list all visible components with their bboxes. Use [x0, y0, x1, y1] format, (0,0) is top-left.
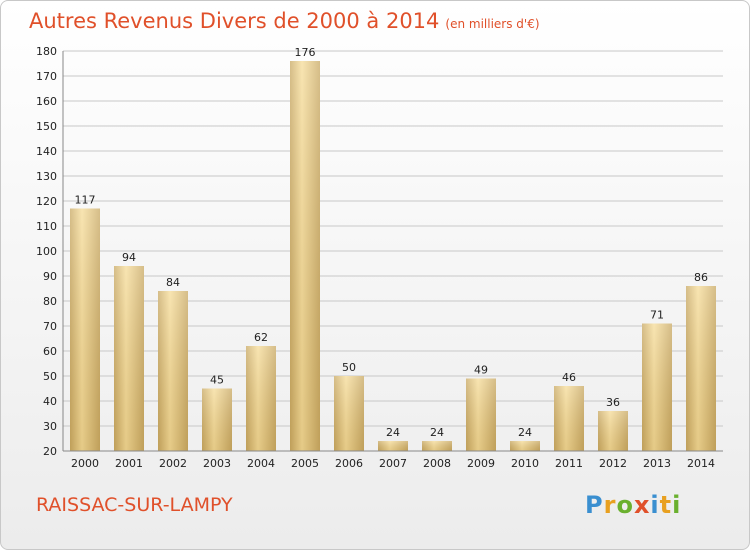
bar-shade: [202, 388, 232, 451]
bar-shade: [686, 286, 716, 451]
y-tick-label: 120: [36, 195, 57, 208]
y-tick-label: 180: [36, 45, 57, 58]
data-label: 62: [254, 331, 268, 344]
x-tick-label: 2012: [599, 457, 627, 470]
data-label: 176: [295, 46, 316, 59]
bar-shade: [510, 441, 540, 451]
y-tick-label: 60: [43, 345, 57, 358]
bar-shade: [378, 441, 408, 451]
x-tick-label: 2006: [335, 457, 363, 470]
data-label: 50: [342, 361, 356, 374]
logo-letter: r: [603, 491, 617, 519]
data-label: 45: [210, 374, 224, 387]
logo-letter: i: [672, 491, 682, 519]
y-tick-label: 70: [43, 320, 57, 333]
bar-shade: [598, 411, 628, 451]
bar-shade: [70, 208, 100, 451]
x-tick-label: 2002: [159, 457, 187, 470]
data-label: 49: [474, 364, 488, 377]
y-tick-label: 130: [36, 170, 57, 183]
x-tick-label: 2011: [555, 457, 583, 470]
y-tick-label: 140: [36, 145, 57, 158]
y-tick-label: 150: [36, 120, 57, 133]
x-tick-label: 2001: [115, 457, 143, 470]
bar-shade: [246, 346, 276, 451]
bar-shade: [642, 323, 672, 451]
proxiti-logo: Proxiti: [585, 491, 681, 519]
chart-unit: (en milliers d'€): [445, 17, 540, 31]
bar-shade: [554, 386, 584, 451]
x-tick-label: 2004: [247, 457, 275, 470]
x-tick-label: 2008: [423, 457, 451, 470]
y-tick-label: 110: [36, 220, 57, 233]
data-label: 36: [606, 396, 620, 409]
logo-letter: x: [633, 491, 651, 519]
logo-letter: P: [585, 491, 604, 519]
data-label: 24: [518, 426, 532, 439]
data-label: 94: [122, 251, 136, 264]
y-tick-label: 50: [43, 370, 57, 383]
chart-title: Autres Revenus Divers de 2000 à 2014 (en …: [29, 9, 540, 33]
bar-shade: [290, 61, 320, 451]
y-tick-label: 90: [43, 270, 57, 283]
x-tick-label: 2003: [203, 457, 231, 470]
data-label: 117: [75, 194, 96, 207]
logo-letter: o: [616, 491, 634, 519]
y-tick-label: 20: [43, 445, 57, 458]
chart-title-text: Autres Revenus Divers de 2000 à 2014: [29, 9, 440, 33]
data-label: 86: [694, 271, 708, 284]
logo-letter: i: [650, 491, 660, 519]
x-tick-label: 2007: [379, 457, 407, 470]
commune-name: RAISSAC-SUR-LAMPY: [36, 494, 233, 516]
logo-letter: t: [659, 491, 673, 519]
y-tick-label: 40: [43, 395, 57, 408]
x-tick-label: 2005: [291, 457, 319, 470]
data-label: 24: [386, 426, 400, 439]
y-tick-label: 160: [36, 95, 57, 108]
x-tick-label: 2014: [687, 457, 715, 470]
data-label: 84: [166, 276, 180, 289]
x-tick-label: 2000: [71, 457, 99, 470]
data-label: 71: [650, 309, 664, 322]
data-label: 24: [430, 426, 444, 439]
y-tick-label: 30: [43, 420, 57, 433]
bar-shade: [114, 266, 144, 451]
bar-shade: [466, 378, 496, 451]
bar-shade: [158, 291, 188, 451]
y-tick-label: 100: [36, 245, 57, 258]
x-tick-label: 2013: [643, 457, 671, 470]
bar-shade: [422, 441, 452, 451]
x-tick-label: 2010: [511, 457, 539, 470]
y-tick-label: 80: [43, 295, 57, 308]
data-label: 46: [562, 371, 576, 384]
y-tick-label: 170: [36, 70, 57, 83]
bar-shade: [334, 376, 364, 451]
x-tick-label: 2009: [467, 457, 495, 470]
